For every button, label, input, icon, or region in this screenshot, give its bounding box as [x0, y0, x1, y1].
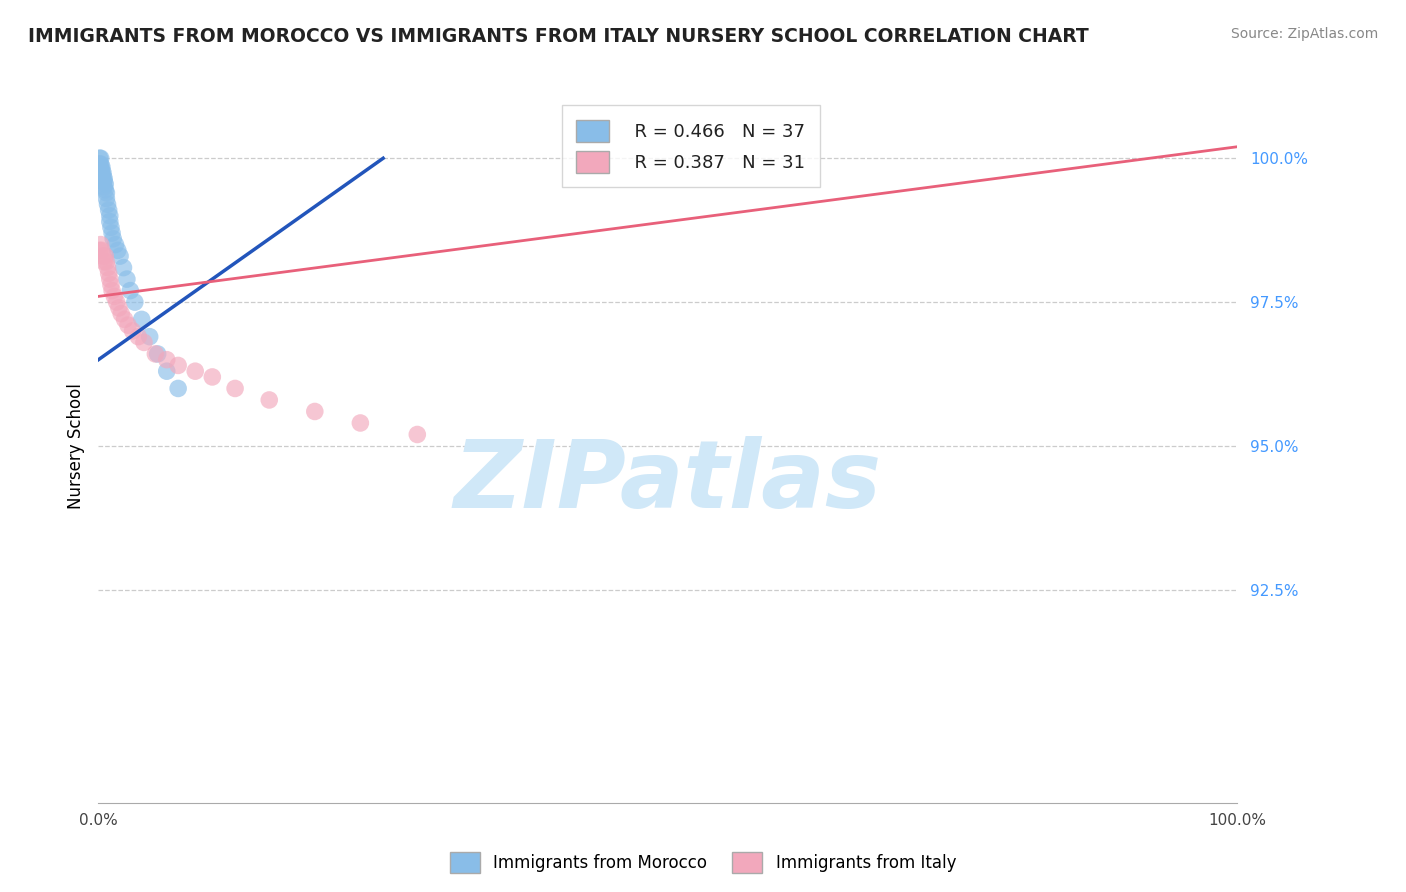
- Point: [90, 237, 112, 252]
- Point: [91, 174, 114, 188]
- Point: [156, 352, 179, 367]
- Point: [94, 183, 117, 197]
- Point: [105, 295, 128, 310]
- Point: [96, 192, 118, 206]
- Point: [97, 202, 120, 217]
- Point: [167, 381, 190, 395]
- Point: [98, 209, 121, 223]
- Point: [145, 347, 167, 361]
- Point: [349, 416, 371, 430]
- Point: [90, 162, 112, 177]
- Point: [121, 324, 143, 338]
- Point: [167, 359, 190, 373]
- Point: [108, 301, 131, 315]
- Point: [101, 226, 124, 240]
- Point: [131, 312, 153, 326]
- Point: [96, 260, 118, 275]
- Point: [100, 277, 122, 292]
- Point: [94, 249, 117, 263]
- Point: [115, 272, 138, 286]
- Point: [96, 197, 118, 211]
- Point: [96, 255, 118, 269]
- Point: [124, 295, 146, 310]
- Point: [110, 307, 132, 321]
- Point: [103, 289, 125, 303]
- Point: [97, 266, 120, 280]
- Point: [406, 427, 429, 442]
- Point: [98, 214, 121, 228]
- Text: Source: ZipAtlas.com: Source: ZipAtlas.com: [1230, 27, 1378, 41]
- Text: ZIPatlas: ZIPatlas: [454, 435, 882, 528]
- Point: [107, 244, 129, 258]
- Point: [201, 370, 224, 384]
- Legend:   R = 0.466   N = 37,   R = 0.387   N = 31: R = 0.466 N = 37, R = 0.387 N = 31: [562, 105, 820, 187]
- Point: [132, 335, 155, 350]
- Point: [224, 381, 246, 395]
- Point: [91, 169, 114, 183]
- Point: [93, 171, 115, 186]
- Point: [90, 160, 112, 174]
- Point: [259, 392, 281, 407]
- Point: [94, 177, 117, 191]
- Text: IMMIGRANTS FROM MOROCCO VS IMMIGRANTS FROM ITALY NURSERY SCHOOL CORRELATION CHAR: IMMIGRANTS FROM MOROCCO VS IMMIGRANTS FR…: [28, 27, 1088, 45]
- Point: [156, 364, 179, 378]
- Point: [101, 284, 124, 298]
- Point: [91, 249, 114, 263]
- Point: [90, 169, 112, 183]
- Point: [90, 157, 112, 171]
- Point: [91, 166, 114, 180]
- Point: [103, 232, 125, 246]
- Point: [96, 186, 118, 200]
- Point: [89, 151, 111, 165]
- Point: [104, 237, 127, 252]
- Legend: Immigrants from Morocco, Immigrants from Italy: Immigrants from Morocco, Immigrants from…: [443, 846, 963, 880]
- Point: [108, 249, 131, 263]
- Point: [146, 347, 169, 361]
- Point: [100, 220, 122, 235]
- Point: [184, 364, 207, 378]
- Point: [114, 312, 136, 326]
- Point: [98, 272, 121, 286]
- Point: [93, 255, 115, 269]
- Point: [93, 180, 115, 194]
- Y-axis label: Nursery School: Nursery School: [66, 383, 84, 509]
- Point: [117, 318, 139, 333]
- Point: [112, 260, 135, 275]
- Point: [93, 174, 115, 188]
- Point: [89, 244, 111, 258]
- Point: [138, 329, 160, 343]
- Point: [127, 329, 149, 343]
- Point: [89, 157, 111, 171]
- Point: [90, 151, 112, 165]
- Point: [90, 244, 112, 258]
- Point: [304, 404, 326, 418]
- Point: [120, 284, 142, 298]
- Point: [90, 162, 112, 177]
